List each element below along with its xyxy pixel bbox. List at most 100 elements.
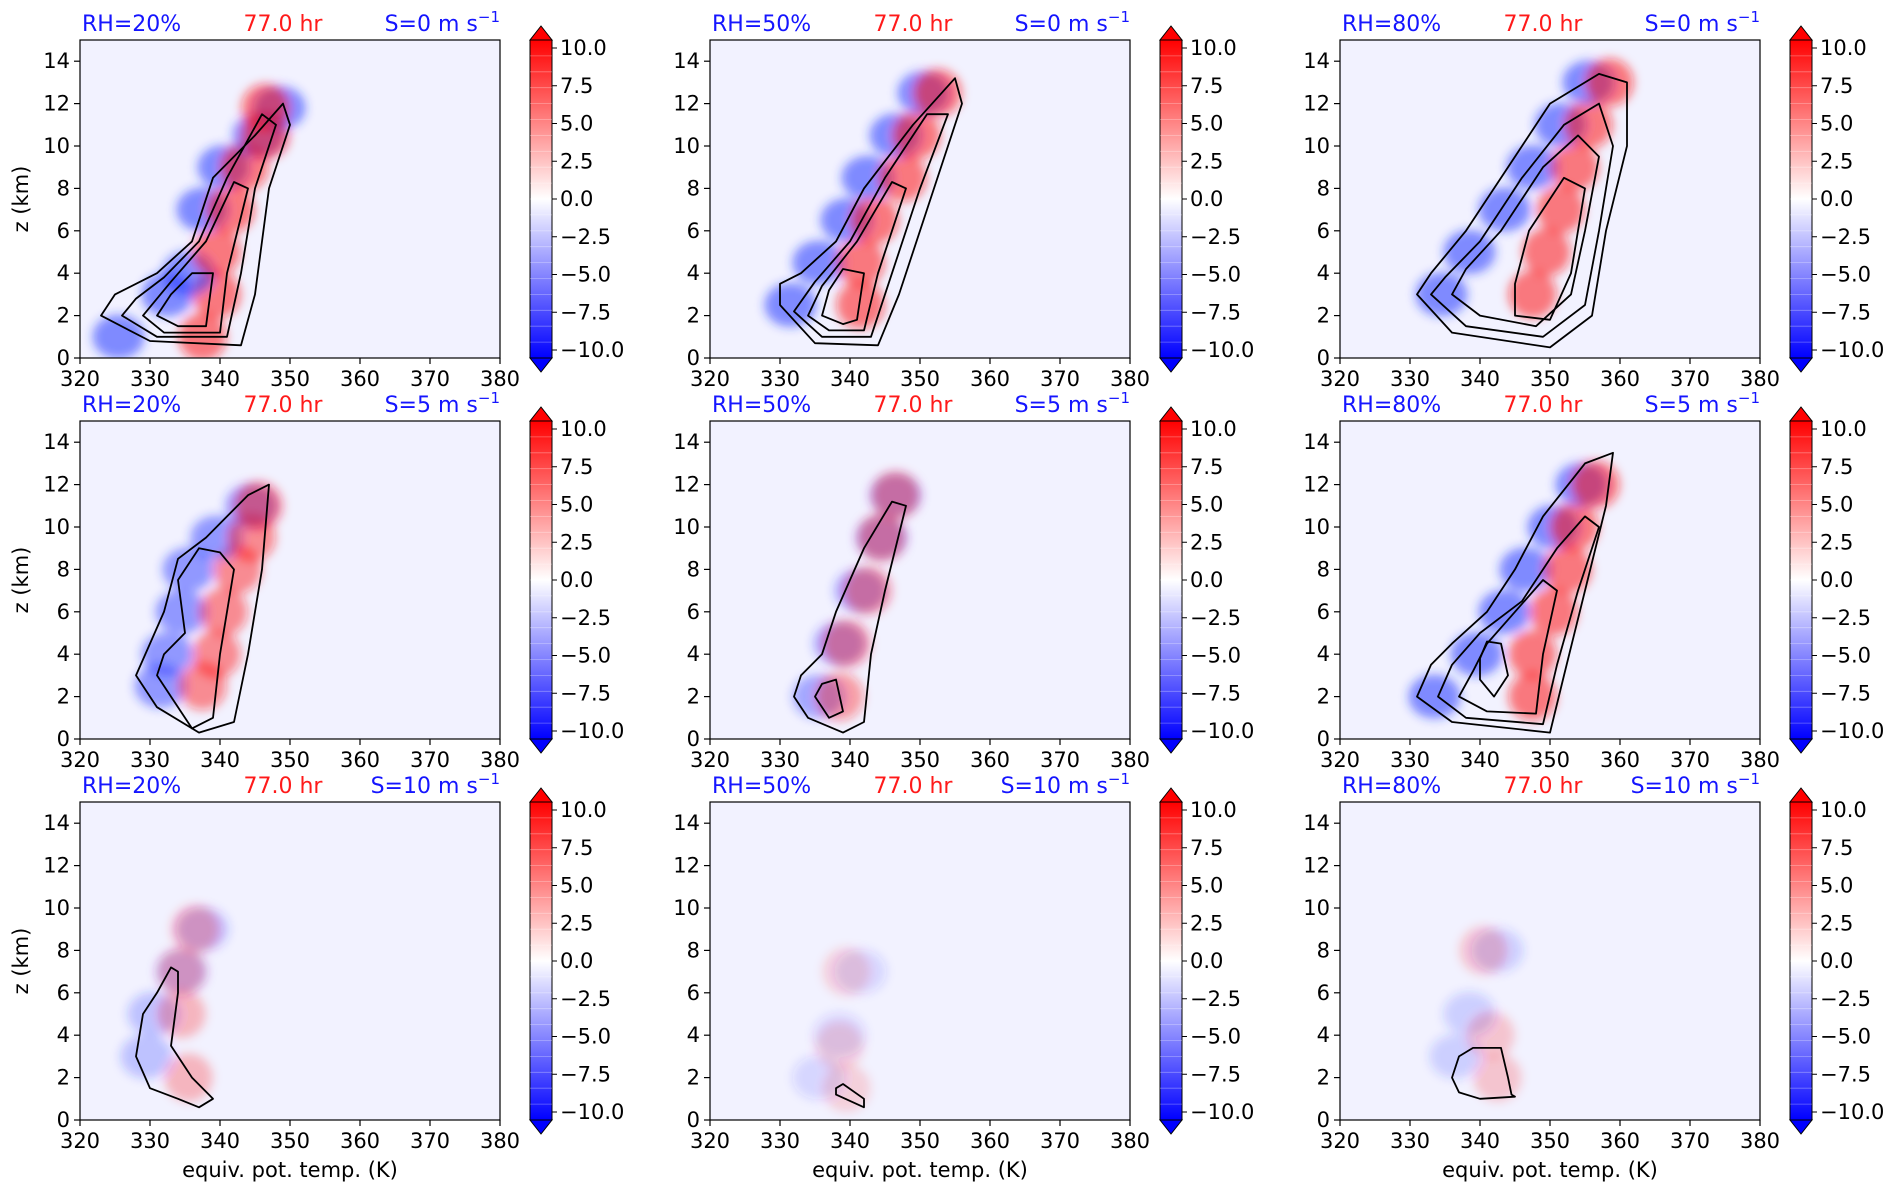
contour-line	[793, 500, 907, 734]
colorbar-tick-label: −7.5	[1820, 1062, 1871, 1086]
x-tick-label: 340	[200, 748, 240, 772]
colorbar-tick-label: −10.0	[560, 338, 624, 362]
x-tick-label: 360	[970, 1129, 1010, 1153]
x-tick-label: 350	[270, 367, 310, 391]
x-tick-label: 320	[1320, 1129, 1360, 1153]
y-tick-label: 2	[687, 1066, 700, 1090]
positive-anomaly	[171, 905, 220, 954]
y-tick-label: 4	[57, 1023, 70, 1047]
colorbar-tick-label: −2.5	[1190, 606, 1241, 630]
positive-anomaly	[1571, 460, 1620, 509]
time-label: 77.0 hr	[244, 12, 324, 37]
colorbar-tick-label: 2.5	[560, 149, 593, 173]
positive-anomaly	[843, 566, 892, 615]
y-tick-label: 10	[1303, 896, 1330, 920]
anomaly-field	[792, 947, 887, 1113]
y-tick-label: 14	[1303, 430, 1330, 454]
contour-line	[135, 483, 270, 734]
y-tick-label: 14	[43, 811, 70, 835]
y-axis-label: z (km)	[9, 928, 33, 995]
colorbar: 10.0 7.5 5.0 2.5 0.0 −2.5 −5.0 −7.5 −10.0	[1788, 406, 1884, 754]
contour-line	[100, 102, 291, 347]
x-tick-label: 320	[690, 367, 730, 391]
colorbar-tick-label: −10.0	[560, 719, 624, 743]
y-tick-label: 14	[43, 430, 70, 454]
contour-line	[1451, 1047, 1516, 1100]
time-label: 77.0 hr	[1504, 774, 1584, 799]
colorbar-extend-min	[528, 1119, 554, 1135]
colorbar-tick-label: 0.0	[560, 187, 593, 211]
positive-anomaly	[857, 513, 906, 562]
positive-anomaly	[192, 630, 241, 679]
negative-anomaly	[1499, 547, 1552, 592]
y-tick-label: 8	[57, 176, 70, 200]
colorbar-tick-label: 0.0	[1190, 568, 1223, 592]
x-tick-label: 330	[760, 1129, 800, 1153]
rh-label: RH=80%	[1342, 12, 1441, 37]
anomaly-field	[120, 905, 229, 1102]
shear-value: S=10 m s	[1001, 774, 1108, 799]
negative-anomaly	[141, 632, 194, 677]
colorbar-tick-label: −7.5	[1820, 681, 1871, 705]
x-tick-label: 340	[1460, 367, 1500, 391]
colorbar-extend-max	[528, 406, 554, 422]
colorbar-tick-label: −7.5	[1190, 1062, 1241, 1086]
x-tick-label: 350	[1530, 1129, 1570, 1153]
panel-0-1: 320 330 340 350 360 370 380 0 2 4 6 8 10 12 14 RH=50% 77…	[673, 8, 1254, 391]
y-tick-label: 0	[1317, 727, 1330, 751]
colorbar-tick-label: 5.0	[1190, 112, 1223, 136]
y-tick-label: 2	[57, 304, 70, 328]
colorbar-tick-label: −7.5	[1820, 300, 1871, 324]
x-tick-label: 340	[200, 1129, 240, 1153]
axes-background	[80, 40, 500, 358]
positive-anomaly	[1473, 1053, 1522, 1102]
x-tick-label: 360	[1600, 1129, 1640, 1153]
y-tick-label: 2	[57, 685, 70, 709]
colorbar-extend-max	[1788, 406, 1814, 422]
x-tick-label: 330	[1390, 748, 1430, 772]
panel-1-1: 320 330 340 350 360 370 380 0 2 4 6 8 10 12 14 RH=50% 77…	[673, 389, 1254, 772]
shear-label: S=5 m s−1	[1015, 389, 1130, 418]
x-tick-label: 380	[1110, 748, 1150, 772]
colorbar: 10.0 7.5 5.0 2.5 0.0 −2.5 −5.0 −7.5 −10.0	[1158, 787, 1254, 1135]
colorbar-tick-label: −5.0	[1820, 1025, 1871, 1049]
colorbar: 10.0 7.5 5.0 2.5 0.0 −2.5 −5.0 −7.5 −10.0	[528, 406, 624, 754]
y-tick-label: 8	[57, 557, 70, 581]
x-tick-label: 360	[340, 367, 380, 391]
colorbar-tick-label: 5.0	[1820, 874, 1853, 898]
colorbar-tick-label: −2.5	[1190, 987, 1241, 1011]
x-tick-label: 370	[1040, 748, 1080, 772]
y-tick-label: 4	[687, 642, 700, 666]
colorbar-tick-label: 2.5	[1820, 911, 1853, 935]
shear-exponent: −1	[478, 8, 500, 26]
y-tick-label: 10	[43, 134, 70, 158]
colorbar-tick-label: −2.5	[1820, 606, 1871, 630]
panel-1-0: 320 330 340 350 360 370 380 0 2 4 6 8 10 12 14 z (km) RH…	[9, 389, 624, 772]
time-label: 77.0 hr	[1504, 393, 1584, 418]
contour-line	[1430, 102, 1614, 338]
colorbar: 10.0 7.5 5.0 2.5 0.0 −2.5 −5.0 −7.5 −10.0	[1788, 787, 1884, 1135]
colorbar-tick-label: 7.5	[560, 836, 593, 860]
shear-exponent: −1	[478, 389, 500, 407]
colorbar-extend-min	[1158, 357, 1184, 373]
x-tick-label: 330	[130, 1129, 170, 1153]
y-tick-label: 4	[57, 642, 70, 666]
time-label: 77.0 hr	[874, 393, 954, 418]
negative-anomaly	[120, 1034, 173, 1079]
colorbar-tick-label: −2.5	[560, 606, 611, 630]
positive-anomaly	[850, 196, 899, 245]
x-axis-label: equiv. pot. temp. (K)	[812, 1158, 1028, 1182]
shear-exponent: −1	[1738, 389, 1760, 407]
colorbar-tick-label: 0.0	[1820, 949, 1853, 973]
panel-0-0: 320 330 340 350 360 370 380 0 2 4 6 8 10 12 14 z (km) RH…	[9, 8, 624, 391]
rh-label: RH=80%	[1342, 393, 1441, 418]
positive-anomaly	[1543, 545, 1592, 594]
y-tick-label: 8	[1317, 938, 1330, 962]
y-tick-label: 2	[687, 304, 700, 328]
x-tick-label: 370	[410, 748, 450, 772]
y-tick-label: 4	[1317, 642, 1330, 666]
y-tick-label: 10	[1303, 134, 1330, 158]
x-tick-label: 320	[690, 1129, 730, 1153]
colorbar-tick-label: 10.0	[560, 798, 607, 822]
